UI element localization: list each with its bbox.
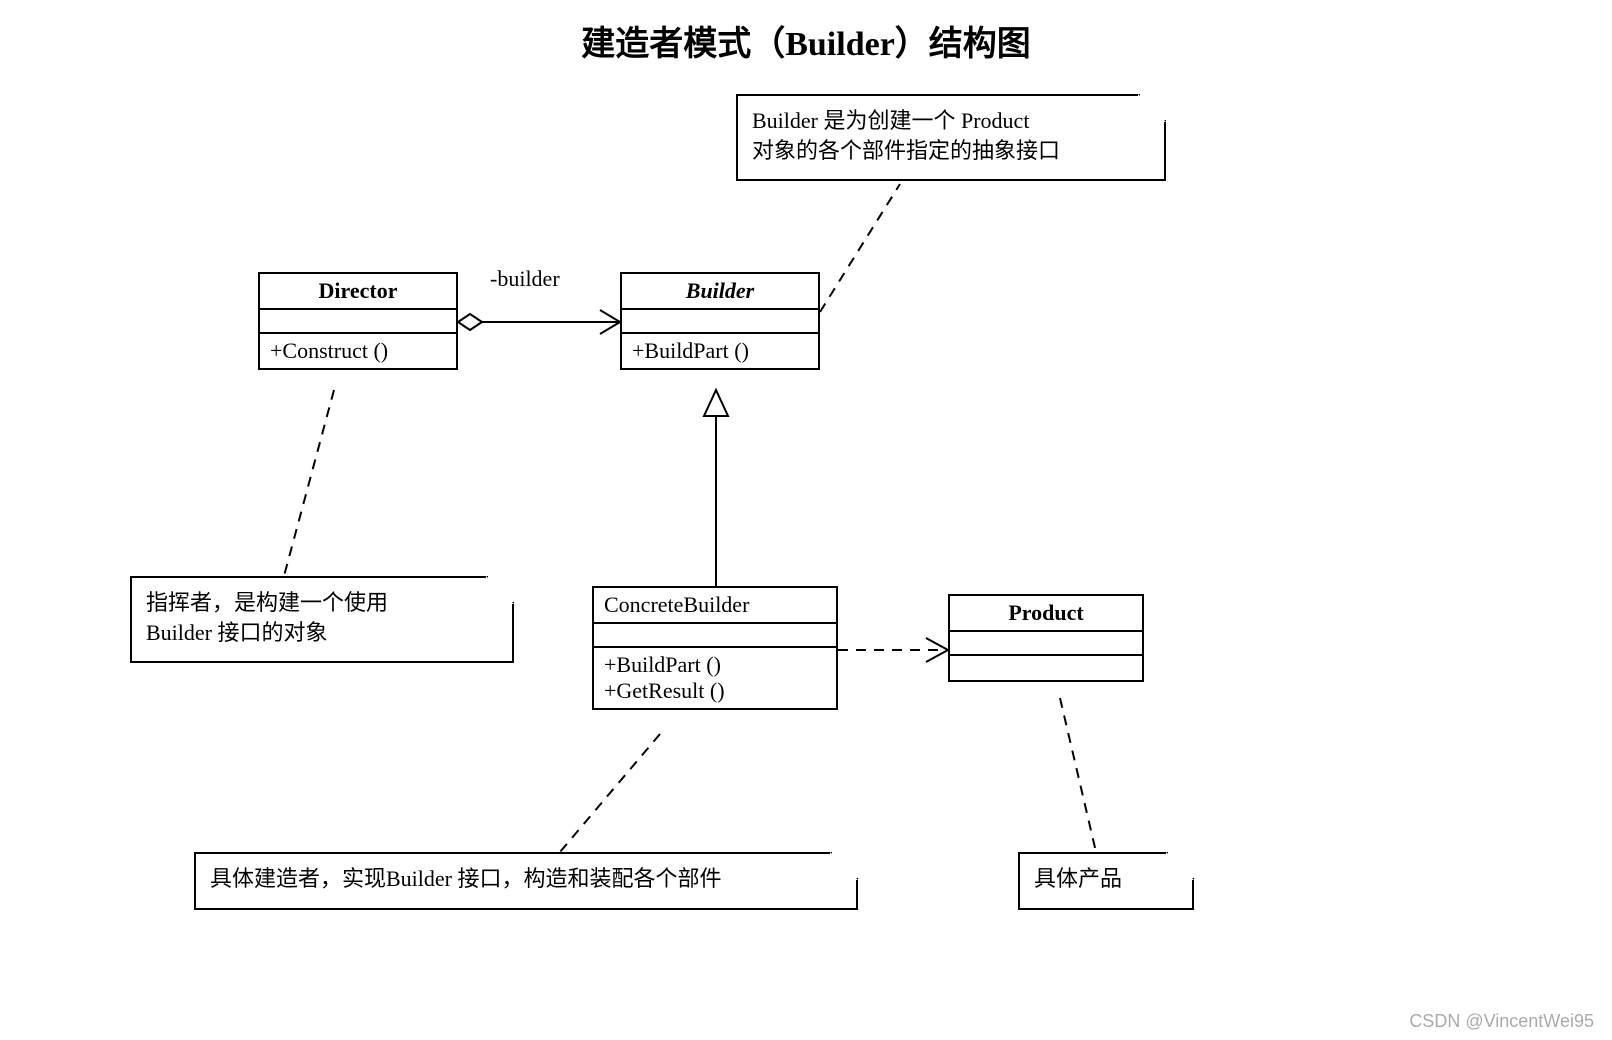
watermark: CSDN @VincentWei95 xyxy=(1409,1011,1594,1032)
aggregation-label: -builder xyxy=(490,266,560,292)
class-director: Director +Construct () xyxy=(258,272,458,370)
note-builder: Builder 是为创建一个 Product 对象的各个部件指定的抽象接口 xyxy=(736,94,1166,181)
note-director: 指挥者，是构建一个使用 Builder 接口的对象 xyxy=(130,576,514,663)
note-director-line-0: 指挥者，是构建一个使用 xyxy=(146,588,498,618)
class-product-attrs xyxy=(950,632,1142,656)
class-product-methods xyxy=(950,656,1142,680)
class-builder: Builder +BuildPart () xyxy=(620,272,820,370)
class-concrete-builder-method-0: +BuildPart () xyxy=(594,648,836,678)
class-concrete-builder: ConcreteBuilder +BuildPart () +GetResult… xyxy=(592,586,838,710)
class-director-name: Director xyxy=(260,274,456,310)
class-product: Product xyxy=(948,594,1144,682)
note-fold-icon xyxy=(486,576,514,604)
class-builder-name: Builder xyxy=(622,274,818,310)
note-fold-icon xyxy=(830,852,858,880)
class-concrete-builder-method-1: +GetResult () xyxy=(594,678,836,708)
note-builder-line-1: 对象的各个部件指定的抽象接口 xyxy=(752,136,1150,166)
class-builder-attrs xyxy=(622,310,818,334)
class-director-attrs xyxy=(260,310,456,334)
note-fold-icon xyxy=(1166,852,1194,880)
class-director-method-0: +Construct () xyxy=(260,334,456,368)
note-fold-icon xyxy=(1138,94,1166,122)
class-concrete-builder-name: ConcreteBuilder xyxy=(594,588,836,624)
class-product-name: Product xyxy=(950,596,1142,632)
diagram-title: 建造者模式（Builder）结构图 xyxy=(581,16,1031,65)
note-product-line-0: 具体产品 xyxy=(1034,864,1178,894)
note-director-line-1: Builder 接口的对象 xyxy=(146,618,498,648)
note-builder-line-0: Builder 是为创建一个 Product xyxy=(752,106,1150,136)
class-builder-method-0: +BuildPart () xyxy=(622,334,818,368)
note-concrete-line-0: 具体建造者，实现Builder 接口，构造和装配各个部件 xyxy=(210,864,842,894)
note-product: 具体产品 xyxy=(1018,852,1194,910)
note-concrete: 具体建造者，实现Builder 接口，构造和装配各个部件 xyxy=(194,852,858,910)
class-concrete-builder-attrs xyxy=(594,624,836,648)
